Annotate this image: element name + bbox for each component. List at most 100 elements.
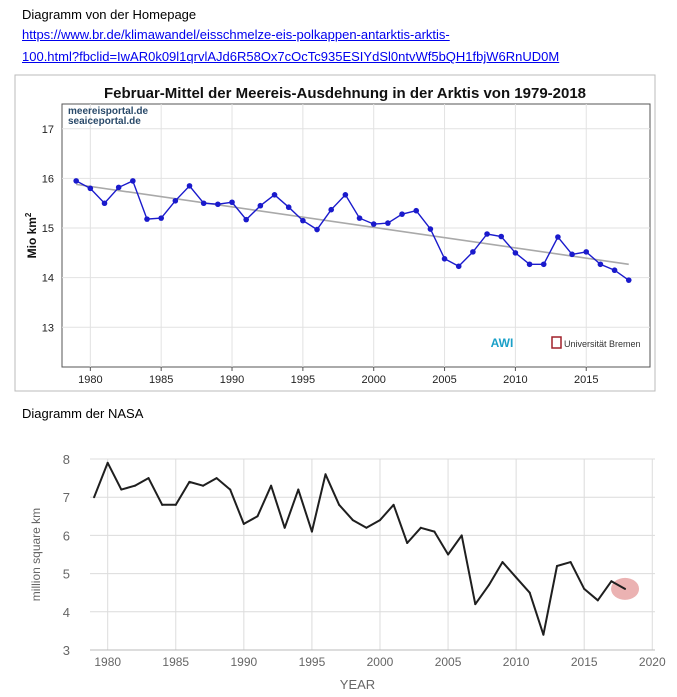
chart2-data-point (202, 484, 204, 487)
chart1-logo-text: seaiceportal.de (68, 116, 141, 127)
chart2-data-point (583, 587, 586, 590)
chart1-data-point (413, 207, 420, 214)
chart2-y-tick-label: 3 (63, 643, 70, 658)
chart2-data-point (487, 584, 490, 587)
source-link-line-1[interactable]: https://www.br.de/klimawandel/eisschmelz… (22, 27, 450, 42)
chart2-series-line (93, 461, 626, 636)
chart1-data-point (158, 215, 164, 221)
chart1-y-tick-label: 17 (42, 124, 54, 136)
chart2-data-point (474, 603, 477, 606)
chart1-credit-awi: AWI (491, 336, 514, 350)
chart2-x-tick-label: 2000 (367, 655, 394, 669)
chart1-trend-line (76, 183, 629, 266)
chart2-data-point (351, 519, 354, 522)
chart2-data-point (133, 484, 136, 487)
chart2-data-point (365, 526, 368, 529)
chart2-data-point (215, 477, 218, 480)
chart1-x-tick-label: 1995 (291, 374, 315, 386)
caption-nasa: Diagramm der NASA (22, 406, 144, 421)
chart1-x-tick-label: 1990 (220, 374, 244, 386)
chart2-data-point (147, 477, 150, 480)
chart1-data-point (526, 261, 533, 268)
sea-ice-chart-nasa: 3 4 5 6 7 8 1980 1985 1990 1995 2000 2005 2010 2015 20… (29, 452, 666, 692)
chart1-data-point (328, 206, 335, 213)
chart1-data-point (115, 184, 122, 191)
chart2-x-tick-label: 2020 (639, 655, 666, 669)
chart1-data-point (186, 183, 193, 189)
sea-ice-chart-homepage: Februar-Mittel der Meereis-Ausdehnung in… (14, 74, 656, 392)
chart2-data-point (120, 488, 123, 491)
chart1-data-point (427, 226, 434, 232)
chart2-data-point (283, 526, 286, 529)
chart2-data-point (188, 480, 191, 483)
chart1-uni-bremen-icon (551, 336, 562, 349)
chart2-data-point (270, 484, 273, 487)
chart1-data-point (498, 233, 505, 240)
chart2-data-point (378, 519, 381, 522)
chart2-data-point (174, 503, 177, 506)
chart1-data-point (611, 267, 618, 274)
chart1-data-point (399, 211, 405, 217)
chart1-data-point (356, 215, 363, 221)
chart2-y-tick-label: 5 (63, 567, 70, 582)
chart1-data-point (144, 216, 150, 222)
source-link-line-2[interactable]: 100.html?fbclid=IwAR0k09l1qrvlAJd6R58Ox7… (22, 49, 560, 64)
chart2-data-point (515, 576, 518, 579)
chart1-data-point (583, 249, 590, 255)
chart1-y-tick-label: 14 (42, 273, 54, 285)
chart1-data-point (569, 251, 575, 258)
chart2-y-tick-label: 6 (63, 528, 70, 543)
chart1-data-point (300, 217, 306, 224)
chart2-x-tick-label: 2005 (435, 655, 462, 669)
chart2-data-point (161, 503, 164, 506)
chart1-data-point (470, 249, 476, 255)
chart2-y-tick-label: 4 (63, 605, 70, 620)
chart2-data-point (242, 522, 245, 525)
chart1-y-axis-label-text: Mio km (25, 217, 39, 258)
chart2-data-point (433, 530, 436, 533)
chart1-data-point (385, 220, 391, 226)
chart1-data-point (441, 256, 448, 262)
chart2-data-point (256, 515, 259, 518)
chart2-x-tick-label: 1980 (94, 655, 121, 669)
chart1-data-point (130, 178, 136, 184)
chart1-y-axis-label-sup: 2 (24, 212, 33, 217)
chart1-credit-uni: Universität Bremen (564, 339, 641, 349)
chart2-x-axis-label: YEAR (340, 677, 375, 692)
chart1-data-point (625, 277, 632, 283)
caption-homepage: Diagramm von der Homepage (22, 7, 197, 22)
chart2-data-point (406, 542, 409, 545)
chart2-data-point (93, 496, 96, 499)
chart2-y-tick-label: 7 (63, 490, 70, 505)
chart1-data-point (200, 200, 207, 207)
chart2-data-point (419, 526, 422, 529)
chart1-x-tick-label: 2005 (432, 374, 456, 386)
chart1-data-point (540, 261, 547, 268)
chart2-data-point (624, 587, 627, 590)
chart1-data-point (342, 192, 349, 198)
chart1-plot-area (61, 103, 651, 368)
chart2-data-point (569, 561, 572, 564)
chart1-logo-text: meereisportal.de (68, 106, 148, 117)
chart1-x-tick-label: 2000 (361, 374, 385, 386)
chart2-x-tick-label: 1985 (162, 655, 189, 669)
chart2-data-point (324, 473, 327, 476)
chart1-data-point (314, 226, 320, 233)
chart2-data-point (106, 461, 109, 464)
chart1-data-point (512, 250, 519, 256)
chart2-data-point (447, 553, 450, 556)
chart1-data-point (101, 200, 108, 207)
chart1-data-point (597, 261, 604, 268)
chart1-data-point (285, 204, 292, 211)
chart1-title: Februar-Mittel der Meereis-Ausdehnung in… (104, 85, 586, 102)
chart2-data-point (542, 633, 545, 636)
chart1-x-tick-label: 2015 (574, 374, 598, 386)
chart1-data-point (484, 231, 490, 237)
chart1-data-point (229, 199, 235, 206)
chart2-data-point (297, 488, 300, 491)
chart1-x-tick-label: 2010 (503, 374, 527, 386)
chart1-data-point (73, 178, 79, 184)
chart2-y-axis-label: million square km (29, 508, 43, 601)
chart1-data-point (370, 221, 377, 227)
chart1-series-line (75, 179, 630, 281)
